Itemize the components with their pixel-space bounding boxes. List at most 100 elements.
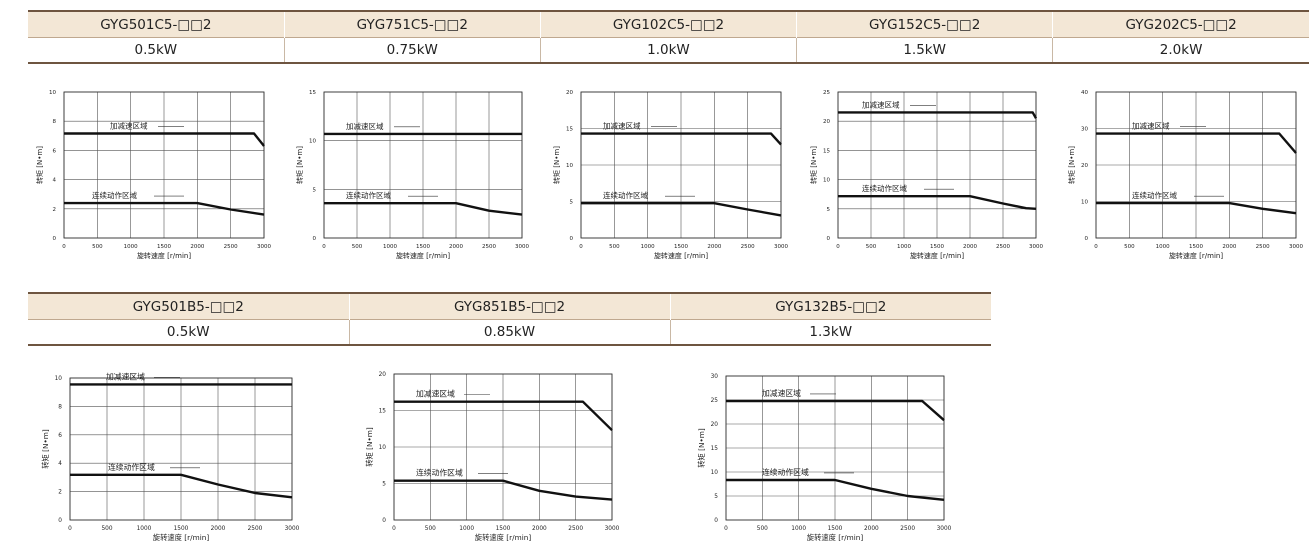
- continuous-region-curve: [394, 479, 613, 501]
- x-axis-label: 旋转速度 [r/min]: [1169, 251, 1223, 260]
- model-cell: GYG202C5-□□2: [1052, 10, 1309, 38]
- y-axis-label: 转矩 [N•m]: [552, 146, 561, 184]
- y-tick-label: 0: [570, 236, 574, 242]
- power-cell: 0.5kW: [28, 319, 349, 346]
- y-tick-label: 20: [566, 90, 573, 96]
- y-tick-label: 20: [1081, 163, 1088, 169]
- torque-chart-gyg751c5: 0 500 1000 1500 2000 2500 3000 0 5 10 15 旋转速度 [r/mi…: [295, 90, 529, 260]
- accel-region-label: 加减速区域: [106, 371, 145, 381]
- x-tick-label: 500: [92, 244, 103, 250]
- x-tick-label: 0: [1094, 244, 1098, 250]
- plot-frame: [580, 91, 782, 239]
- x-axis-label: 旋转速度 [r/min]: [396, 251, 450, 260]
- accel-region-label: 加减速区域: [862, 99, 900, 109]
- accel-region-label: 加减速区域: [110, 120, 148, 130]
- y-tick-label: 10: [379, 445, 387, 451]
- y-tick-label: 5: [714, 494, 718, 500]
- x-tick-label: 3000: [605, 526, 620, 532]
- x-tick-label: 3000: [937, 526, 952, 532]
- x-tick-label: 1000: [897, 244, 911, 250]
- top-title-strip: [0, 0, 1309, 8]
- y-tick-label: 0: [53, 236, 57, 242]
- y-tick-label: 5: [313, 187, 317, 193]
- y-tick-label: 30: [1081, 127, 1088, 133]
- x-tick-label: 2000: [211, 526, 226, 532]
- y-tick-label: 0: [382, 518, 386, 524]
- torque-chart-gyg501b5: 0 500 1000 1500 2000 2500 3000 0 2 4 6 8 10 旋转速度 [r/m…: [41, 371, 300, 542]
- y-tick-label: 15: [309, 90, 316, 96]
- continuous-region-curve: [581, 201, 782, 217]
- y-tick-label: 6: [53, 148, 57, 154]
- y-tick-label: 5: [382, 482, 386, 488]
- x-tick-label: 3000: [285, 526, 300, 532]
- y-axis-label: 转矩 [N•m]: [809, 146, 818, 184]
- y-tick-label: 0: [714, 518, 718, 524]
- y-tick-label: 15: [711, 446, 719, 452]
- accel-region-curve: [1096, 132, 1297, 154]
- y-tick-label: 4: [53, 178, 57, 184]
- x-tick-label: 0: [62, 244, 66, 250]
- x-tick-label: 500: [101, 526, 112, 532]
- accel-region-label: 加减速区域: [1132, 121, 1170, 131]
- x-tick-label: 1000: [124, 244, 138, 250]
- x-tick-label: 500: [425, 526, 436, 532]
- x-tick-label: 1000: [791, 526, 806, 532]
- power-cell: 1.0kW: [539, 37, 797, 64]
- x-tick-label: 2500: [900, 526, 915, 532]
- continuous-region-label: 连续动作区域: [762, 467, 809, 477]
- y-tick-label: 10: [711, 470, 719, 476]
- y-tick-label: 25: [711, 398, 719, 404]
- y-tick-label: 2: [58, 490, 62, 496]
- plot-frame: [63, 91, 265, 239]
- x-tick-label: 3000: [1029, 244, 1043, 250]
- y-tick-label: 10: [55, 376, 63, 382]
- power-cell: 1.3kW: [669, 319, 991, 346]
- x-axis-label: 旋转速度 [r/min]: [654, 251, 708, 260]
- x-tick-label: 2500: [482, 244, 496, 250]
- x-axis-label: 旋转速度 [r/min]: [153, 533, 210, 542]
- plot-frame: [1095, 91, 1297, 239]
- plot-frame: [323, 91, 523, 239]
- x-tick-label: 0: [322, 244, 326, 250]
- y-tick-label: 25: [823, 90, 830, 96]
- continuous-region-label: 连续动作区域: [603, 190, 648, 200]
- y-axis-label: 转矩 [N•m]: [295, 146, 304, 184]
- accel-region-curve: [581, 132, 782, 146]
- x-tick-label: 0: [68, 526, 72, 532]
- y-tick-label: 20: [379, 372, 387, 378]
- x-tick-label: 500: [866, 244, 877, 250]
- y-tick-label: 5: [570, 200, 574, 206]
- power-cell: 1.5kW: [796, 37, 1053, 64]
- plot-frame: [393, 373, 613, 521]
- continuous-region-label: 连续动作区域: [416, 468, 463, 478]
- x-tick-label: 2500: [224, 244, 238, 250]
- accel-region-label: 加减速区域: [416, 389, 455, 399]
- y-tick-label: 10: [1081, 200, 1088, 206]
- plot-frame: [837, 91, 1037, 239]
- model-cell: GYG132B5-□□2: [669, 292, 991, 320]
- y-tick-label: 2: [53, 207, 57, 213]
- model-cell: GYG501C5-□□2: [28, 10, 285, 38]
- x-tick-label: 1000: [459, 526, 474, 532]
- x-tick-label: 2500: [1256, 244, 1270, 250]
- accel-region-curve: [64, 132, 265, 147]
- torque-chart-gyg501c5: 0 500 1000 1500 2000 2500 3000 0 2 4 6 8 10 旋转速度 [r/m…: [35, 90, 271, 260]
- x-axis-label: 旋转速度 [r/min]: [137, 251, 191, 260]
- accel-region-label: 加减速区域: [603, 121, 641, 131]
- x-tick-label: 500: [609, 244, 620, 250]
- x-axis-label: 旋转速度 [r/min]: [807, 533, 864, 542]
- x-tick-label: 2000: [963, 244, 977, 250]
- continuous-region-curve: [324, 201, 523, 216]
- x-tick-label: 2000: [532, 526, 547, 532]
- x-tick-label: 2500: [741, 244, 755, 250]
- continuous-region-curve: [70, 473, 293, 499]
- x-tick-label: 3000: [257, 244, 271, 250]
- continuous-region-curve: [64, 201, 265, 216]
- y-axis-label: 转矩 [N•m]: [697, 428, 706, 468]
- x-tick-label: 0: [579, 244, 583, 250]
- continuous-region-label: 连续动作区域: [108, 462, 155, 472]
- x-tick-label: 1000: [137, 526, 152, 532]
- x-axis-label: 旋转速度 [r/min]: [910, 251, 964, 260]
- y-axis-label: 转矩 [N•m]: [41, 429, 50, 469]
- y-tick-label: 10: [823, 178, 830, 184]
